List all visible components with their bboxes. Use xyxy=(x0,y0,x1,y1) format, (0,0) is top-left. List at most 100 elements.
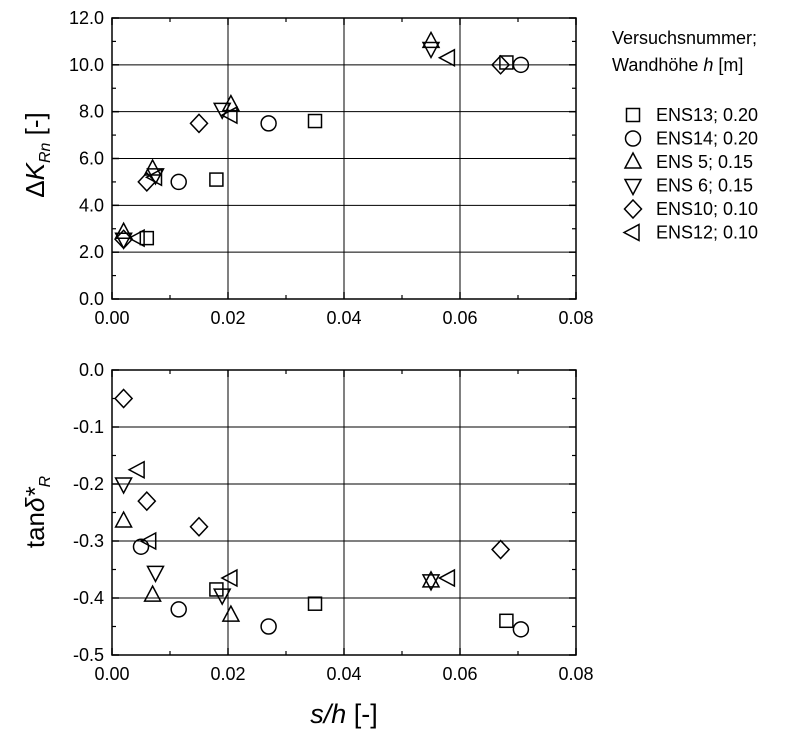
legend-title-line2-prefix: Wandhöhe xyxy=(612,55,703,75)
y-tick-label: 8.0 xyxy=(79,102,104,122)
y-tick-label: 10.0 xyxy=(69,55,104,75)
x-tick-label: 0.00 xyxy=(94,664,129,684)
legend-item-ens13-0-20: ENS13; 0.20 xyxy=(625,105,758,125)
data-point-triangle-left xyxy=(437,568,456,588)
data-point-triangle-up xyxy=(143,158,162,176)
legend-item-ens12-0-10: ENS12; 0.10 xyxy=(622,223,758,243)
series-ens-6-0-15 xyxy=(114,41,441,250)
data-point-diamond xyxy=(114,388,134,409)
data-point-diamond xyxy=(491,539,511,560)
legend-marker-diamond xyxy=(623,198,643,220)
y-tick-label: -0.1 xyxy=(73,417,104,437)
y-tick-label: -0.2 xyxy=(73,474,104,494)
x-tick-label: 0.04 xyxy=(326,308,361,328)
series-ens-5-0-15 xyxy=(114,30,441,240)
data-point-square xyxy=(139,230,155,246)
legend-item-ens10-0-10: ENS10; 0.10 xyxy=(623,198,758,220)
data-point-triangle-left xyxy=(127,228,145,248)
y-axis-label-bottom: tanδ*R xyxy=(20,475,54,548)
x-tick-label: 0.02 xyxy=(210,308,245,328)
data-point-triangle-down xyxy=(212,588,232,606)
data-point-diamond xyxy=(114,229,134,250)
data-point-circle xyxy=(170,173,187,191)
y-tick-label: 12.0 xyxy=(69,8,104,28)
legend-item-ens-5-0-15: ENS 5; 0.15 xyxy=(623,151,753,172)
y-label-bottom-prefix: tan xyxy=(20,512,50,548)
y-tick-label: 2.0 xyxy=(79,242,104,262)
data-point-triangle-down xyxy=(421,574,441,592)
x-tick-label: 0.02 xyxy=(210,664,245,684)
data-point-triangle-up xyxy=(114,221,133,240)
series-ens10-0-10 xyxy=(114,54,511,250)
plot-top: 0.00 0.02 0.04 0.06 0.08 0.0 2.0 4.0 6.0 8.0 10.0 1… xyxy=(69,8,594,328)
series-ens10-0-10 xyxy=(114,388,511,560)
x-tick-label: 0.04 xyxy=(326,664,361,684)
data-point-triangle-up xyxy=(221,604,241,622)
series-ens13-0-20 xyxy=(209,582,514,629)
data-point-square xyxy=(307,113,323,129)
x-tick-label: 0.00 xyxy=(94,308,129,328)
x-axis-label: s/h [-] xyxy=(310,699,378,729)
data-point-triangle-down xyxy=(114,232,133,250)
y-label-bottom-var: δ* xyxy=(20,487,50,512)
legend-title-line2-var: h xyxy=(703,55,713,75)
data-point-triangle-left xyxy=(437,48,456,68)
legend-title-line1: Versuchsnummer; xyxy=(612,28,757,48)
x-label-unit: [-] xyxy=(346,699,378,729)
data-point-diamond xyxy=(137,491,157,512)
data-point-circle xyxy=(132,538,150,555)
data-point-triangle-down xyxy=(146,565,165,583)
data-point-square xyxy=(209,172,224,187)
series-ens12-0-10 xyxy=(127,48,456,248)
data-point-circle xyxy=(512,621,530,638)
y-tick-label: 0.0 xyxy=(79,360,104,380)
data-point-square xyxy=(307,596,323,611)
legend-item-ens-6-0-15: ENS 6; 0.15 xyxy=(623,176,753,197)
data-point-triangle-up xyxy=(143,584,162,602)
legend: Versuchsnummer; Wandhöhe h [m] ENS13; 0.… xyxy=(612,28,758,243)
legend-marker-triangle-left xyxy=(622,223,640,242)
legend-title-line2: Wandhöhe h [m] xyxy=(612,55,743,75)
data-point-triangle-up xyxy=(421,570,441,588)
series-ens13-0-20 xyxy=(139,55,514,246)
legend-marker-square xyxy=(625,107,641,123)
series-ens14-0-20 xyxy=(170,56,530,191)
data-point-diamond xyxy=(137,171,157,193)
series-ens14-0-20 xyxy=(132,538,530,638)
data-point-triangle-down xyxy=(212,102,232,120)
series-ens12-0-10 xyxy=(127,460,456,588)
data-point-circle xyxy=(170,601,187,618)
data-point-triangle-left xyxy=(139,531,157,551)
data-point-triangle-down xyxy=(146,168,165,186)
data-point-diamond xyxy=(491,54,511,75)
data-point-triangle-left xyxy=(220,105,238,125)
y-tick-label: -0.3 xyxy=(73,531,104,551)
data-point-triangle-up xyxy=(114,510,133,528)
legend-label: ENS13; 0.20 xyxy=(656,105,758,125)
x-tick-label: 0.06 xyxy=(442,308,477,328)
y-axis-label-top: ΔKRn [-] xyxy=(20,112,54,198)
data-point-diamond xyxy=(189,113,209,134)
y-tick-label: 4.0 xyxy=(79,195,104,215)
x-label-var: s/h xyxy=(310,699,346,729)
legend-label: ENS12; 0.10 xyxy=(656,223,758,243)
legend-label: ENS 5; 0.15 xyxy=(656,152,753,172)
y-tick-label: 6.0 xyxy=(79,149,104,169)
data-point-circle xyxy=(260,115,277,132)
y-tick-label: 0.0 xyxy=(79,289,104,309)
data-point-square xyxy=(499,613,514,629)
legend-marker-circle xyxy=(624,130,642,147)
data-point-diamond xyxy=(189,516,209,537)
y-label-top-unit: [-] xyxy=(20,112,50,142)
legend-marker-triangle-up xyxy=(623,151,643,169)
series-ens-5-0-15 xyxy=(114,510,441,622)
y-label-top-sub: Rn xyxy=(37,142,54,163)
data-point-circle xyxy=(260,618,277,635)
data-point-triangle-up xyxy=(421,30,441,49)
plot-bottom: 0.00 0.02 0.04 0.06 0.08 0.0 -0.1 -0.2 -0.3 -0.4 -… xyxy=(73,360,594,684)
data-point-triangle-down xyxy=(421,41,441,60)
y-label-top-prefix: Δ xyxy=(20,180,50,197)
legend-items: ENS13; 0.20 ENS14; 0.20 ENS 5; 0.15 ENS 6; … xyxy=(622,105,758,243)
